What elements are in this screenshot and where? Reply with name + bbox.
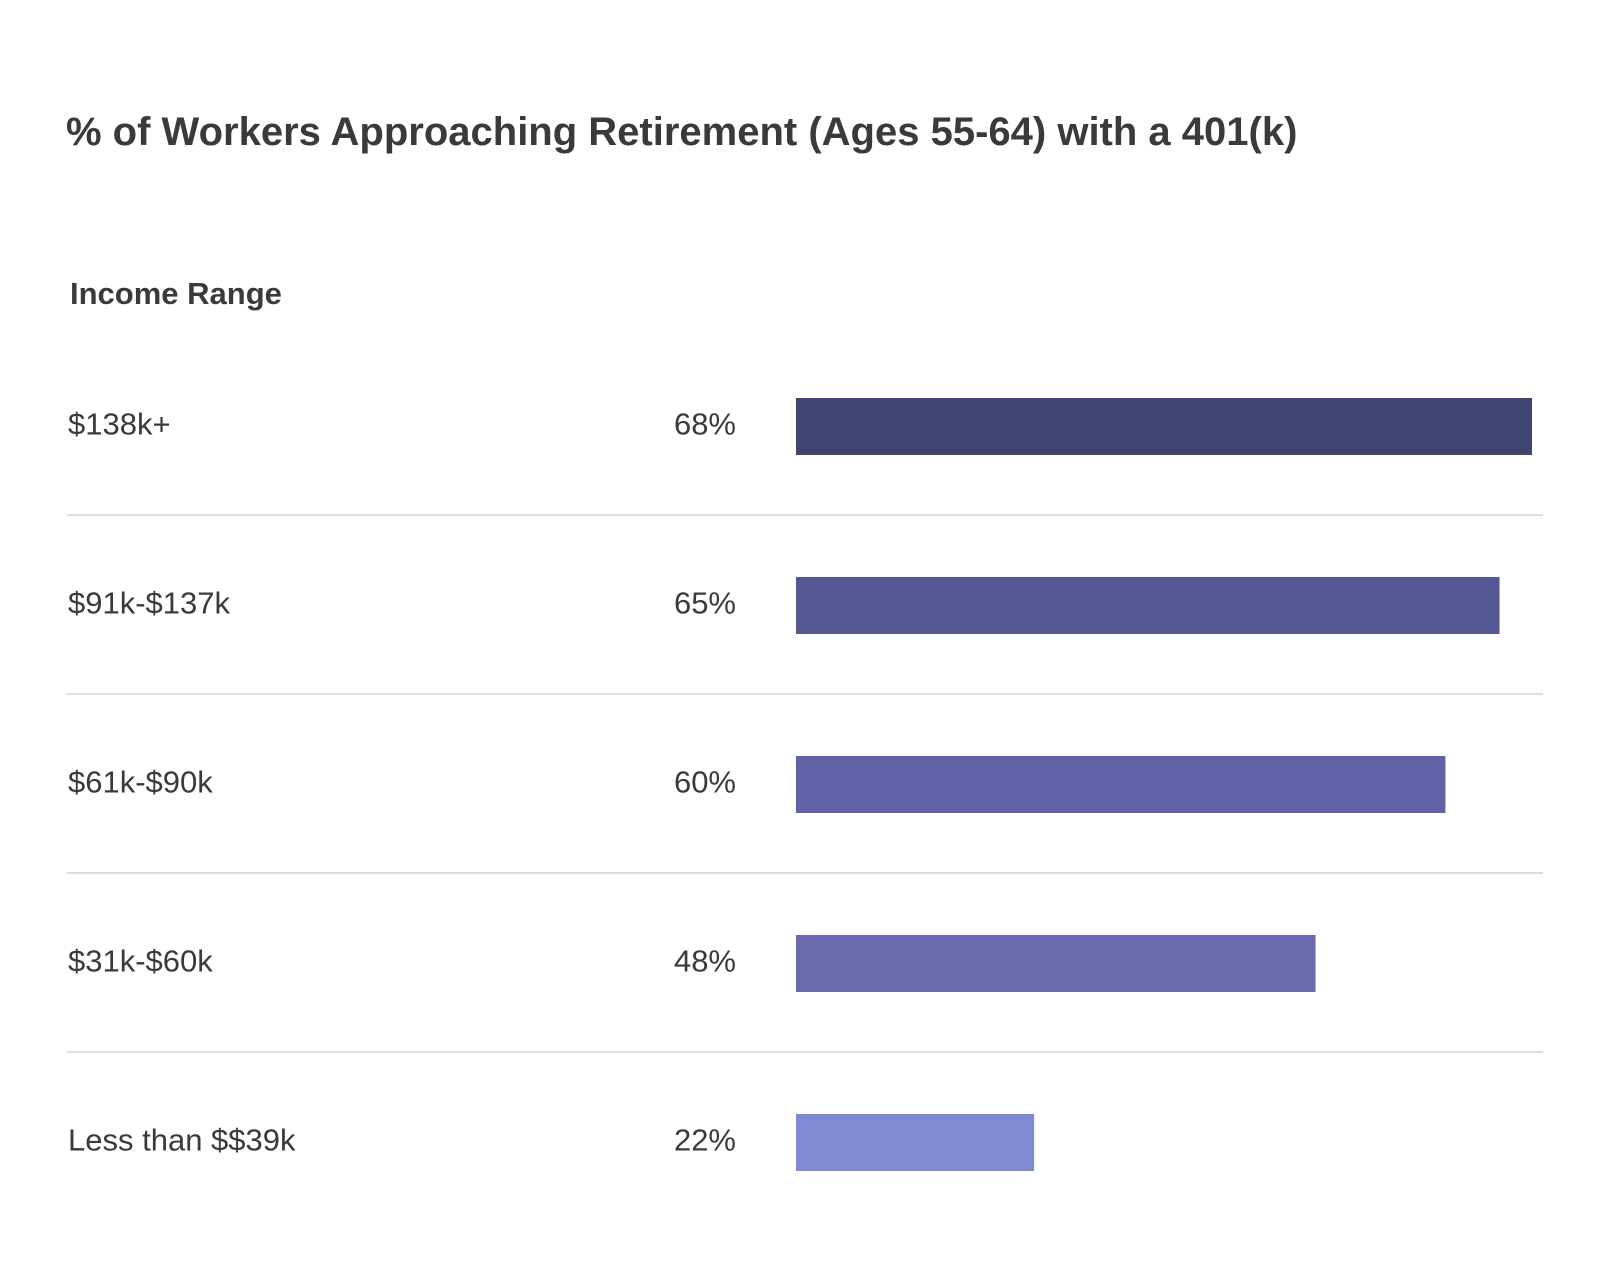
bar <box>796 935 1316 992</box>
value-label: 65% <box>674 586 736 621</box>
value-label: 60% <box>674 765 736 800</box>
bar <box>796 398 1532 455</box>
bar <box>796 1114 1035 1171</box>
value-label: 22% <box>674 1123 736 1158</box>
value-label: 68% <box>674 407 736 442</box>
category-label: $61k-$90k <box>68 765 213 800</box>
category-header: Income Range <box>70 276 282 311</box>
value-label: 48% <box>674 944 736 979</box>
category-label: Less than $$39k <box>68 1123 296 1158</box>
category-label: $31k-$60k <box>68 944 213 979</box>
chart-title: % of Workers Approaching Retirement (Age… <box>66 110 1298 154</box>
category-label: $91k-$137k <box>68 586 231 621</box>
category-label: $138k+ <box>68 407 171 442</box>
bar <box>796 577 1500 634</box>
bar <box>796 756 1446 813</box>
